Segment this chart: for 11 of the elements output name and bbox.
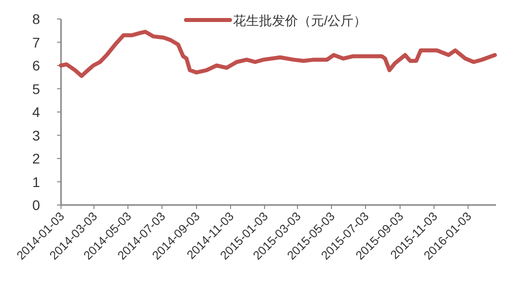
legend-label: 花生批发价（元/公斤） <box>233 13 367 28</box>
y-tick-label: 2 <box>32 150 40 166</box>
y-tick-label: 6 <box>32 58 40 74</box>
y-tick-label: 3 <box>32 127 40 144</box>
y-tick-label: 7 <box>32 34 40 50</box>
line-series <box>59 30 497 78</box>
y-tick-label: 5 <box>32 80 40 97</box>
y-tick-label: 1 <box>32 174 40 190</box>
y-tick-label: 0 <box>32 197 40 213</box>
y-tick-label: 4 <box>32 104 40 120</box>
y-tick-label: 8 <box>32 11 40 27</box>
